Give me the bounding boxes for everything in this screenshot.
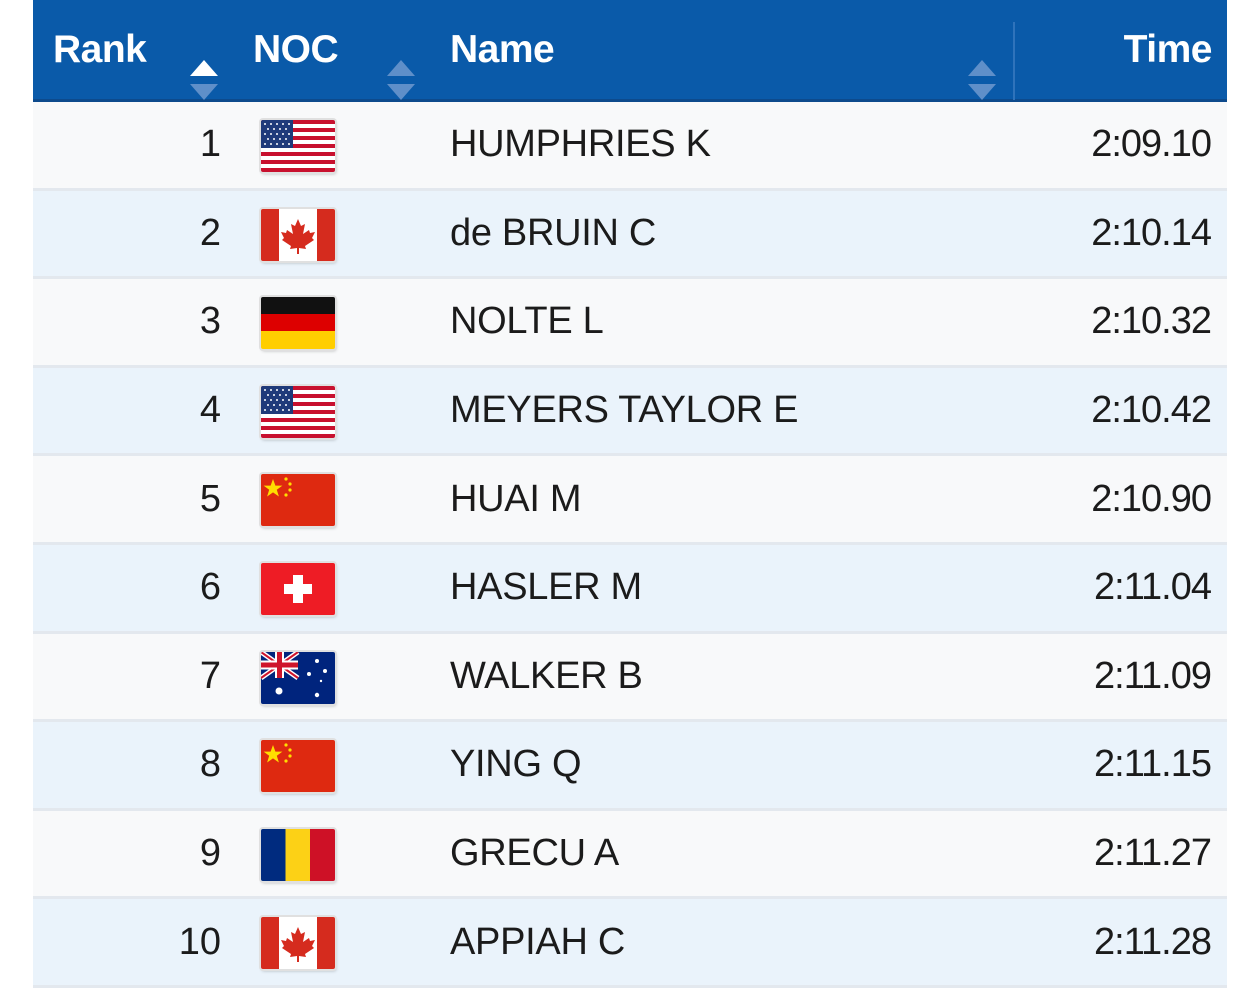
table-row[interactable]: 4 MEYERS TAYLOR E 2:10.42 xyxy=(33,367,1227,457)
time-cell: 2:10.42 xyxy=(1091,389,1212,432)
sort-ascending-icon[interactable] xyxy=(188,58,220,102)
rank-cell: 7 xyxy=(199,654,221,697)
china-flag-icon xyxy=(261,740,335,793)
column-header-rank[interactable]: Rank xyxy=(53,27,147,71)
athlete-name[interactable]: YING Q xyxy=(450,743,582,786)
canada-flag-icon xyxy=(261,917,335,970)
rank-cell: 4 xyxy=(199,389,221,432)
sort-icon[interactable] xyxy=(966,58,998,102)
rank-cell: 2 xyxy=(199,211,221,254)
time-cell: 2:11.15 xyxy=(1094,743,1212,786)
athlete-name[interactable]: MEYERS TAYLOR E xyxy=(450,389,799,432)
rank-cell: 8 xyxy=(199,743,221,786)
time-cell: 2:11.04 xyxy=(1094,566,1212,609)
time-cell: 2:10.14 xyxy=(1091,211,1212,254)
time-cell: 2:10.90 xyxy=(1091,477,1212,520)
romania-flag-icon xyxy=(261,828,335,881)
germany-flag-icon xyxy=(261,297,335,350)
rank-cell: 10 xyxy=(178,920,221,963)
table-row[interactable]: 8 YING Q 2:11.15 xyxy=(33,722,1227,811)
china-flag-icon xyxy=(261,474,335,527)
athlete-name[interactable]: HUAI M xyxy=(450,477,582,520)
time-cell: 2:11.28 xyxy=(1094,920,1212,963)
time-cell: 2:11.09 xyxy=(1094,654,1212,697)
table-row[interactable]: 9 GRECU A 2:11.27 xyxy=(33,810,1227,900)
rank-cell: 1 xyxy=(199,123,221,166)
table-header: Rank NOC Name Time xyxy=(33,0,1227,102)
australia-flag-icon xyxy=(261,651,335,704)
table-row[interactable]: 2 de BRUIN C 2:10.14 xyxy=(33,190,1227,280)
athlete-name[interactable]: GRECU A xyxy=(450,832,619,875)
time-cell: 2:10.32 xyxy=(1091,300,1212,343)
column-header-time: Time xyxy=(1123,27,1213,71)
table-row[interactable]: 3 NOLTE L 2:10.32 xyxy=(33,279,1227,368)
sort-icon[interactable] xyxy=(385,58,417,102)
rank-cell: 5 xyxy=(199,477,221,520)
column-header-name[interactable]: Name xyxy=(450,27,555,71)
time-cell: 2:11.27 xyxy=(1094,832,1212,875)
athlete-name[interactable]: HASLER M xyxy=(450,566,642,609)
athlete-name[interactable]: HUMPHRIES K xyxy=(450,123,711,166)
header-divider xyxy=(1013,22,1015,100)
table-row[interactable]: 10 APPIAH C 2:11.28 xyxy=(33,899,1227,988)
table-body: 1 HUMPHRIES K 2:09.10 2 de BRUIN C 2:10.14 3… xyxy=(33,102,1227,988)
rank-cell: 6 xyxy=(199,566,221,609)
usa-flag-icon xyxy=(261,385,335,438)
athlete-name[interactable]: WALKER B xyxy=(450,654,643,697)
athlete-name[interactable]: de BRUIN C xyxy=(450,211,657,254)
table-row[interactable]: 7 WALKER B 2:11.09 xyxy=(33,633,1227,723)
canada-flag-icon xyxy=(261,208,335,261)
time-cell: 2:09.10 xyxy=(1091,123,1212,166)
usa-flag-icon xyxy=(261,120,335,172)
results-table: Rank NOC Name Time 1 xyxy=(33,0,1227,988)
switzerland-flag-icon xyxy=(261,562,335,615)
athlete-name[interactable]: NOLTE L xyxy=(450,300,604,343)
athlete-name[interactable]: APPIAH C xyxy=(450,920,625,963)
table-row[interactable]: 6 HASLER M 2:11.04 xyxy=(33,544,1227,634)
rank-cell: 3 xyxy=(199,300,221,343)
table-row[interactable]: 1 HUMPHRIES K 2:09.10 xyxy=(33,102,1227,191)
rank-cell: 9 xyxy=(199,832,221,875)
column-header-noc[interactable]: NOC xyxy=(253,27,339,71)
table-row[interactable]: 5 HUAI M 2:10.90 xyxy=(33,456,1227,545)
